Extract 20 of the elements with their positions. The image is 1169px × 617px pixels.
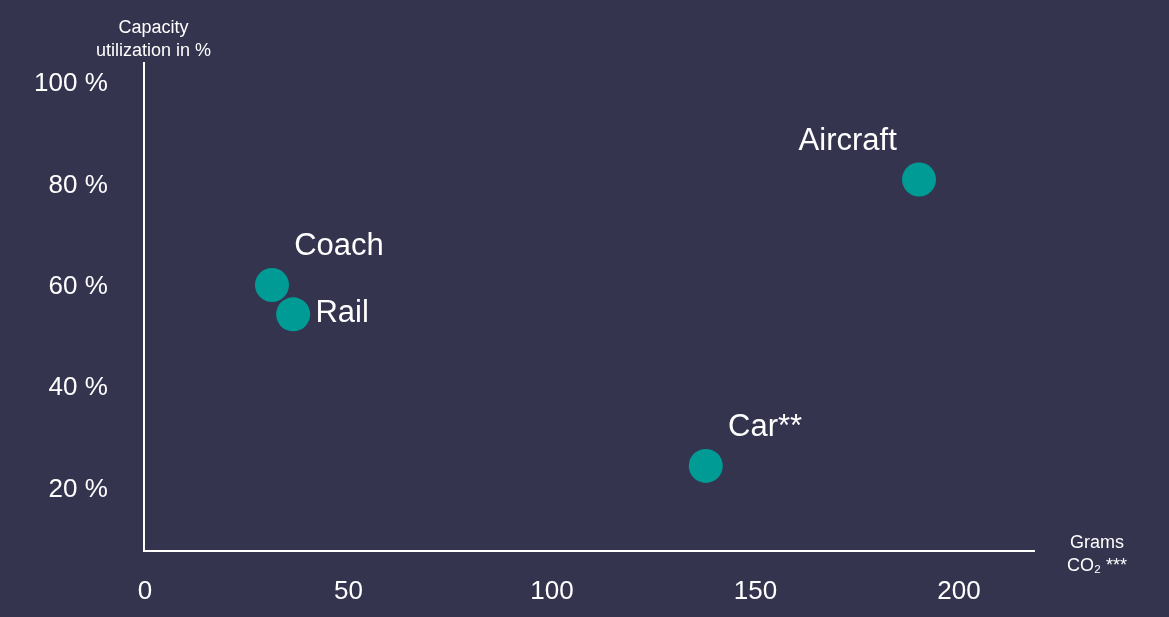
point [902, 162, 937, 197]
point [688, 448, 723, 483]
x-axis-title: Grams CO₂ *** [1067, 532, 1128, 576]
y-tick-label: 20 % [48, 472, 108, 503]
x-tick-label: 0 [137, 575, 153, 606]
series-label: Car** [728, 407, 803, 443]
x-tick-label: 200 [937, 575, 981, 606]
x-tick-label: 100 [530, 575, 574, 606]
point [254, 267, 289, 302]
series-label: Rail [315, 294, 369, 330]
point [276, 297, 311, 332]
y-axis-title: Capacity utilization in % [96, 17, 212, 61]
series-label: Coach [294, 226, 384, 262]
y-tick-label: 40 % [48, 371, 108, 402]
x-tick-label: 50 [334, 575, 363, 606]
x-tick-label: 150 [733, 575, 778, 606]
series-label: Aircraft [798, 121, 898, 157]
y-tick-label: 100 % [34, 67, 108, 98]
y-tick-label: 80 % [48, 168, 108, 199]
y-tick-label: 60 % [48, 270, 108, 301]
